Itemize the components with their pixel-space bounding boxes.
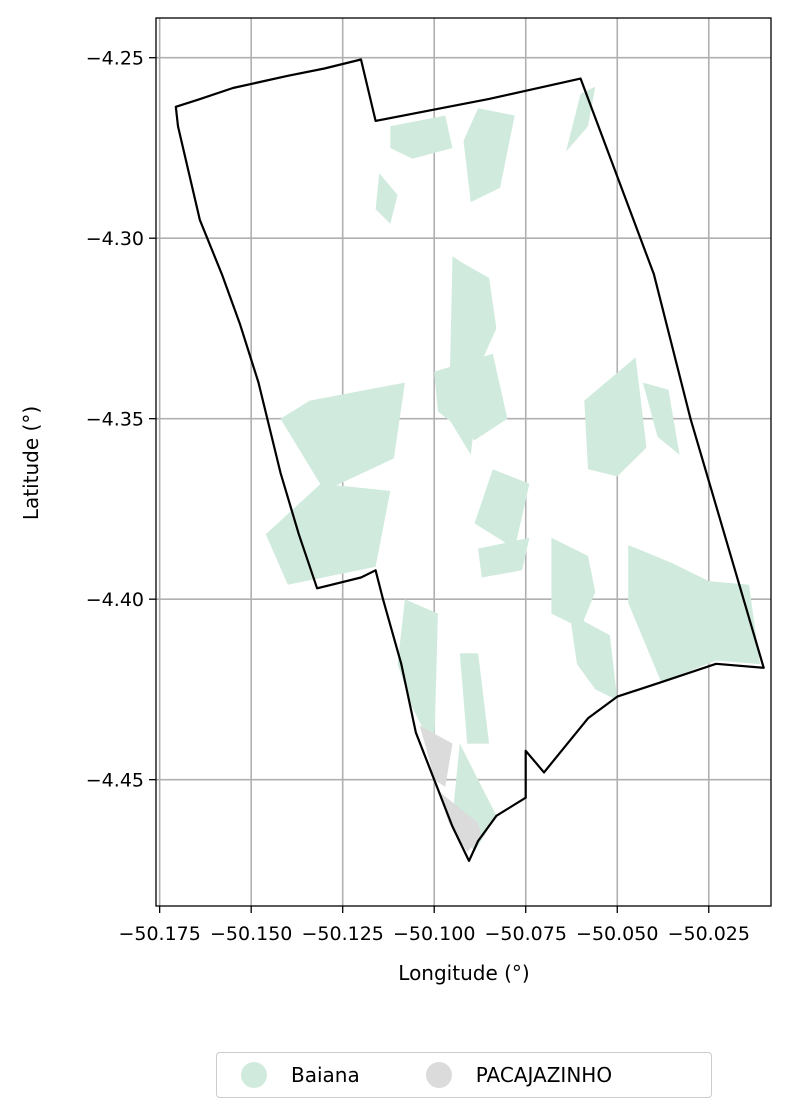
y-axis-ticks: −4.25 −4.30 −4.35 −4.40 −4.45	[86, 48, 156, 792]
region-baiana-patch-4	[474, 469, 530, 549]
legend-label-pacajazinho: PACAJAZINHO	[475, 1063, 613, 1087]
x-tick-label-4: −50.075	[485, 923, 567, 945]
y-tick-label-2: −4.35	[86, 409, 144, 431]
y-tick-label-3: −4.40	[86, 589, 144, 611]
legend-label-baiana: Baiana	[291, 1063, 360, 1087]
region-baiana-patch-10	[463, 108, 515, 203]
legend-marker-baiana	[241, 1062, 267, 1088]
region-pacajazinho-patch-0	[419, 725, 453, 787]
x-axis-title: Longitude (°)	[398, 961, 529, 985]
region-baiana-patch-8	[628, 545, 760, 683]
region-baiana-patch-14	[459, 653, 490, 744]
x-tick-label-1: −50.150	[210, 923, 292, 945]
municipality-boundary	[174, 58, 765, 862]
region-baiana-patch-12	[375, 173, 398, 224]
region-baiana-patch-2	[280, 382, 405, 491]
x-tick-label-6: −50.025	[668, 923, 750, 945]
y-tick-label-0: −4.25	[86, 48, 144, 70]
legend-item-pacajazinho: PACAJAZINHO	[425, 1053, 613, 1097]
region-baiana-patch-7	[642, 382, 680, 455]
y-tick-label-1: −4.30	[86, 228, 144, 250]
legend: Baiana PACAJAZINHO	[216, 1052, 712, 1098]
legend-marker-pacajazinho	[425, 1062, 452, 1088]
x-tick-label-0: −50.175	[118, 923, 200, 945]
region-baiana-patch-16	[551, 537, 596, 628]
region-baiana-patch-9	[566, 86, 596, 152]
region-pacajazinho-patch-1	[437, 790, 482, 852]
map-plot: −50.175 −50.150 −50.125 −50.100 −50.075 −50.0…	[19, 17, 772, 985]
x-tick-label-3: −50.100	[393, 923, 475, 945]
x-axis-ticks: −50.175 −50.150 −50.125 −50.100 −50.075 −50.0…	[118, 906, 750, 945]
region-baiana-patch-13	[397, 599, 438, 751]
region-baiana-patch-17	[569, 613, 618, 701]
regions-layer	[265, 86, 760, 852]
region-baiana-patch-3	[265, 483, 391, 585]
region-baiana-patch-1	[434, 353, 508, 441]
region-baiana-patch-11	[390, 115, 453, 159]
region-baiana-patch-5	[478, 537, 530, 578]
region-baiana-patch-6	[584, 357, 647, 477]
legend-item-baiana: Baiana	[241, 1053, 360, 1097]
y-axis-title: Latitude (°)	[19, 406, 43, 520]
axes-frame	[155, 17, 772, 907]
x-tick-label-2: −50.125	[301, 923, 383, 945]
y-tick-label-4: −4.45	[86, 770, 144, 792]
x-tick-label-5: −50.050	[576, 923, 658, 945]
